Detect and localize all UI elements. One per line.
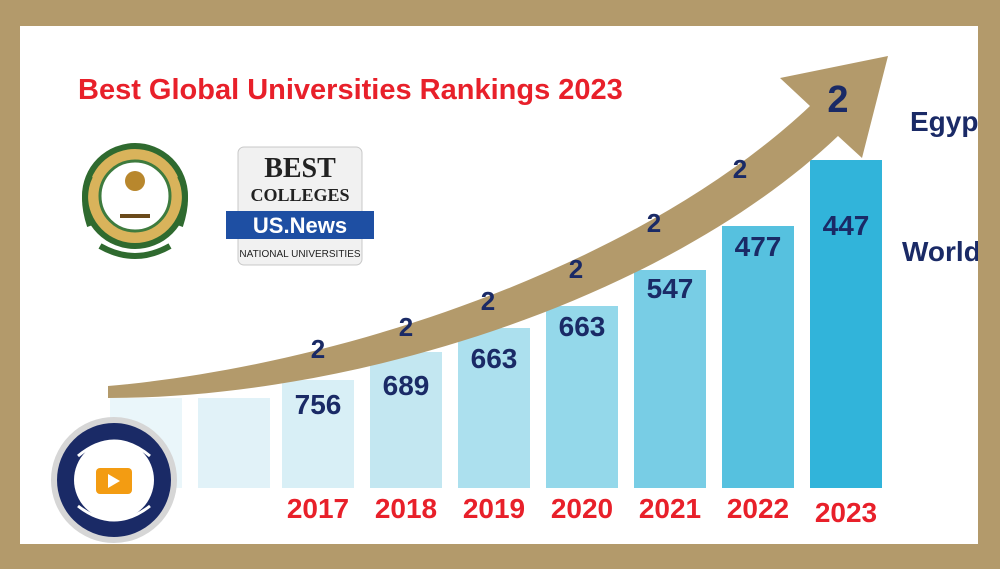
usnews-best-colleges-badge: BEST COLLEGES US.News NATIONAL UNIVERSIT… xyxy=(220,141,380,291)
world-value-2022: 477 xyxy=(735,231,782,262)
egypt-rank-2017: 2 xyxy=(311,334,325,364)
egypt-rank-2020: 2 xyxy=(569,254,583,284)
bar-2023 xyxy=(810,160,882,488)
chart-panel: 756 689 663 663 547 477 447 2 2 2 2 2 2 2 2017 2018 2019… xyxy=(20,26,978,544)
year-label-2022: 2022 xyxy=(727,493,789,524)
world-value-2018: 689 xyxy=(383,370,430,401)
bar-2017 xyxy=(282,380,354,488)
bar-2021 xyxy=(634,270,706,488)
media-office-logo xyxy=(50,416,178,544)
trend-arrow xyxy=(108,56,888,398)
world-value-2017: 756 xyxy=(295,389,342,420)
egypt-rank-2023: 2 xyxy=(827,79,848,121)
mansoura-university-logo xyxy=(70,136,200,276)
world-value-2019: 663 xyxy=(471,343,518,374)
year-label-2018: 2018 xyxy=(375,493,437,524)
egypt-rank-2019: 2 xyxy=(481,286,495,316)
world-value-2021: 547 xyxy=(647,273,694,304)
chart-svg: 756 689 663 663 547 477 447 2 2 2 2 2 2 2 2017 2018 2019… xyxy=(108,56,888,528)
year-label-2020: 2020 xyxy=(551,493,613,524)
legend-world: World xyxy=(902,236,978,267)
world-value-2023: 447 xyxy=(823,210,870,241)
badge-colleges-text: COLLEGES xyxy=(250,185,349,205)
bar-2022 xyxy=(722,226,794,488)
year-label-2023: 2023 xyxy=(815,497,877,528)
bar-2020 xyxy=(546,306,618,488)
egypt-rank-2021: 2 xyxy=(647,208,661,238)
legend-egypt: Egypt xyxy=(910,106,978,137)
world-value-2020: 663 xyxy=(559,311,606,342)
year-label-2019: 2019 xyxy=(463,493,525,524)
year-label-2021: 2021 xyxy=(639,493,701,524)
egypt-rank-2022: 2 xyxy=(733,154,747,184)
chart-title: Best Global Universities Rankings 2023 xyxy=(78,74,623,106)
bar-lead-2 xyxy=(198,398,270,488)
egypt-rank-2018: 2 xyxy=(399,312,413,342)
badge-national-text: NATIONAL UNIVERSITIES xyxy=(239,249,360,260)
bar-2019 xyxy=(458,328,530,488)
badge-best-text: BEST xyxy=(264,153,336,184)
badge-usnews-text: US.News xyxy=(253,213,347,238)
year-label-2017: 2017 xyxy=(287,493,349,524)
bar-2018 xyxy=(370,352,442,488)
